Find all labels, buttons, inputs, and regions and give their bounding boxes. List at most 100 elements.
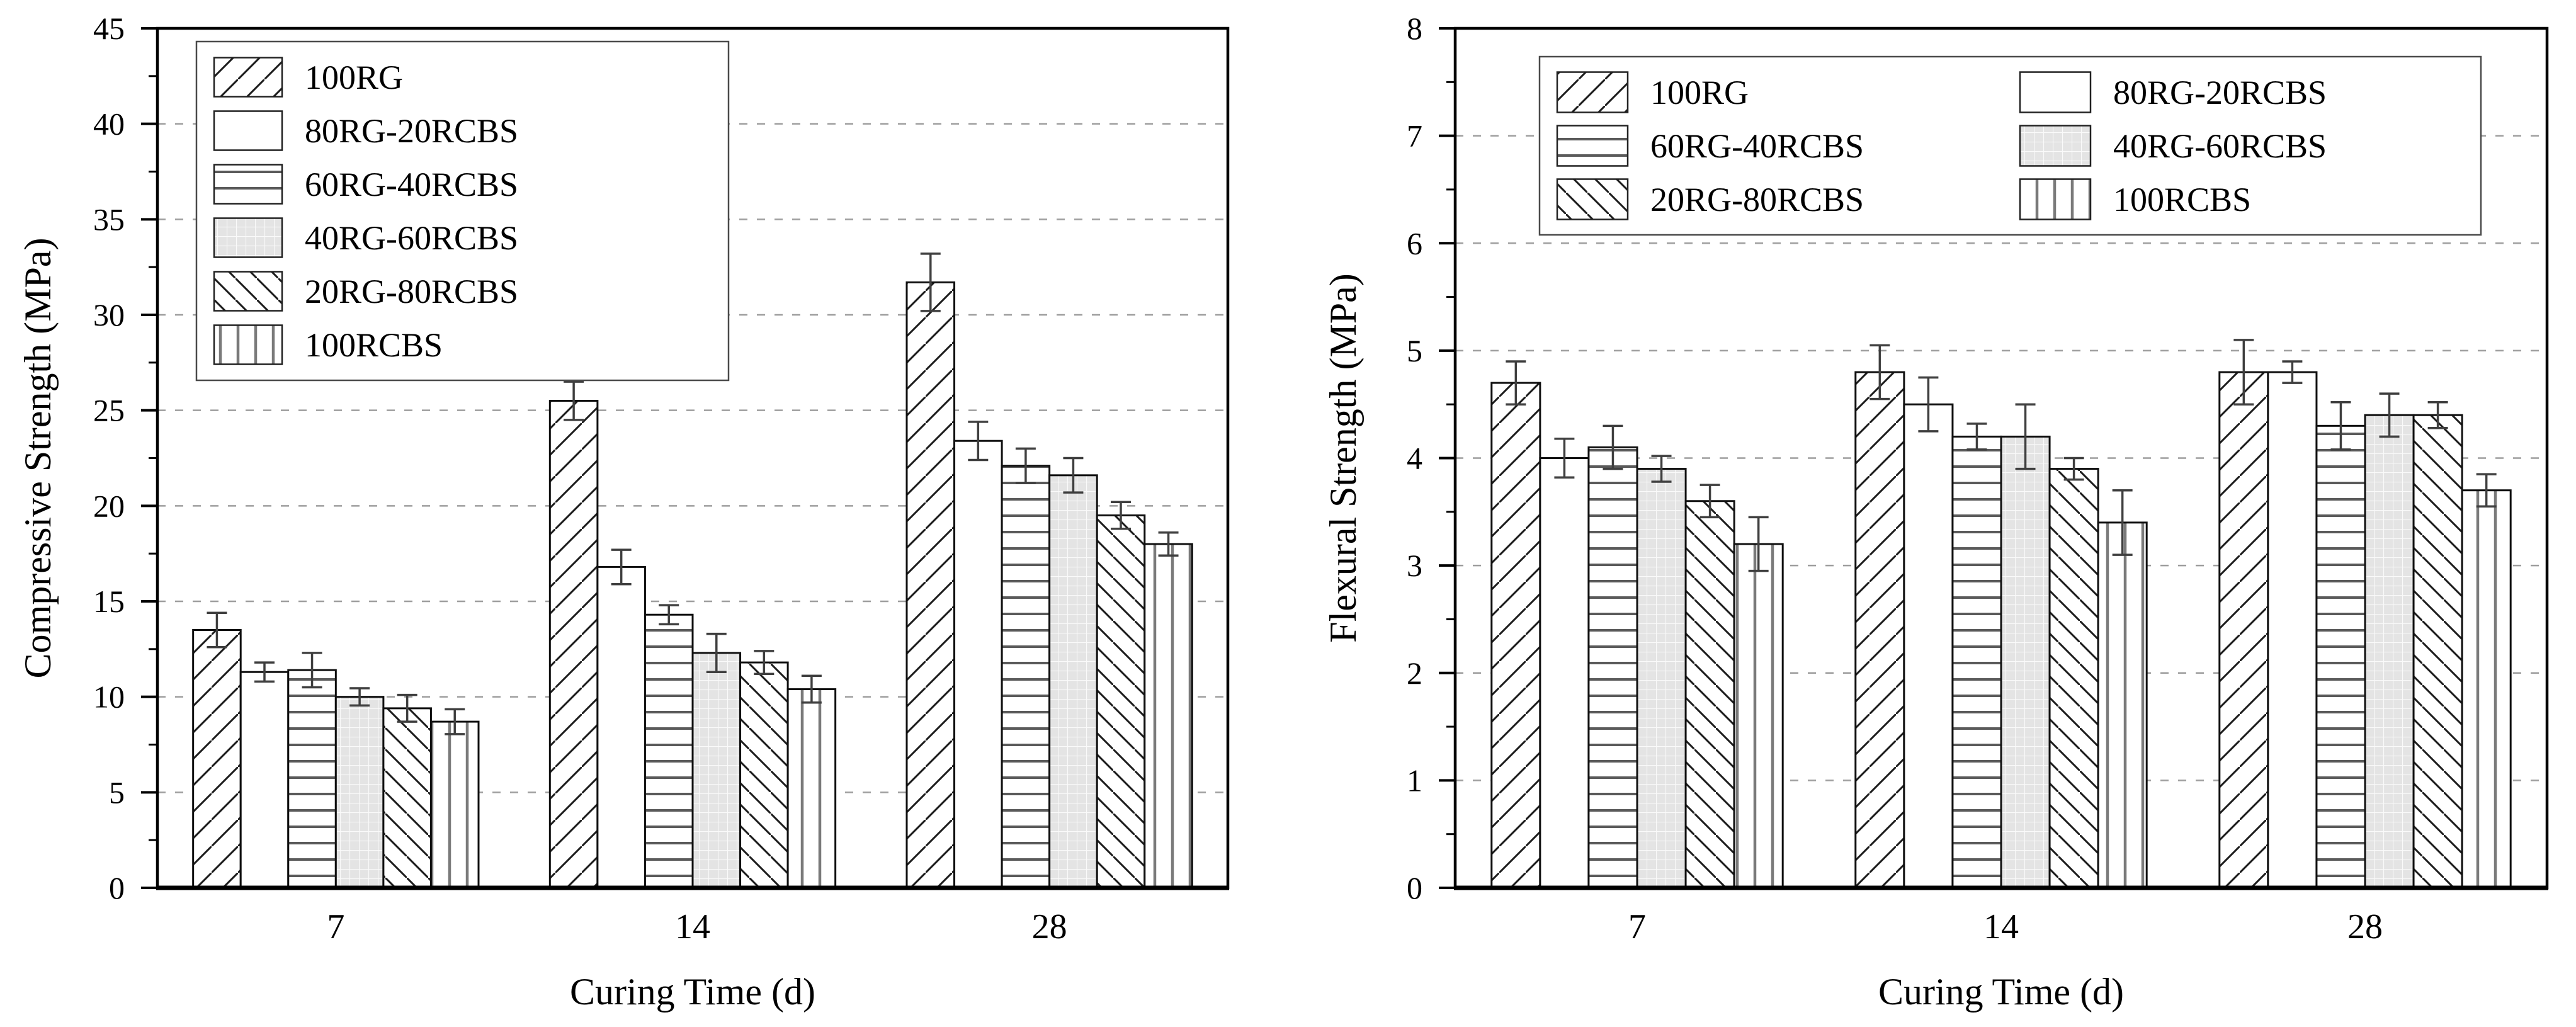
legend-label: 40RG-60RCBS — [305, 219, 518, 257]
legend-label: 60RG-40RCBS — [1650, 127, 1864, 165]
x-tick-label: 7 — [1628, 907, 1646, 946]
error-bar — [1748, 516, 1769, 572]
y-tick-label: 8 — [1407, 11, 1422, 46]
bar-80RG-20RCBS-14d — [596, 565, 646, 889]
legend-label: 20RG-80RCBS — [305, 273, 518, 310]
legend-swatch-horizontal-lines — [213, 164, 283, 205]
x-axis-title: Curing Time (d) — [570, 971, 815, 1013]
error-bar — [611, 548, 632, 586]
bar-100RG-7d — [1490, 382, 1541, 889]
x-tick-label: 28 — [1032, 907, 1067, 946]
bar-100RCBS-7d — [1733, 543, 1784, 889]
bar-80RG-20RCBS-14d — [1903, 403, 1954, 889]
bar-40RG-60RCBS-14d — [2000, 435, 2051, 889]
error-bar — [2112, 489, 2133, 556]
bar-60RG-40RCBS-28d — [1001, 465, 1051, 889]
error-bar — [1158, 531, 1179, 557]
bar-80RG-20RCBS-7d — [1539, 457, 1590, 889]
error-bar — [1699, 484, 1720, 519]
error-bar — [302, 652, 322, 689]
bar-80RG-20RCBS-7d — [239, 671, 290, 889]
bar-40RG-60RCBS-7d — [334, 696, 385, 889]
error-bar — [801, 674, 822, 704]
bar-80RG-20RCBS-28d — [953, 440, 1003, 889]
legend-box — [195, 40, 730, 382]
legend-swatch-diagonal-down-hatch — [1556, 178, 1629, 220]
error-bar — [659, 604, 679, 626]
error-bar — [397, 693, 417, 723]
legend-swatch-vertical-lines — [213, 324, 283, 365]
error-bar — [1015, 447, 1036, 484]
bar-60RG-40RCBS-7d — [1587, 446, 1638, 889]
error-bar — [2233, 339, 2254, 406]
y-tick-label: 1 — [1407, 763, 1422, 798]
y-tick-label: 5 — [1407, 333, 1422, 368]
y-tick-label: 40 — [93, 106, 125, 142]
error-bar — [1554, 438, 1575, 479]
legend-label: 100RCBS — [2113, 181, 2251, 218]
y-tick-label: 2 — [1407, 655, 1422, 691]
legend-label: 100RG — [1650, 74, 1749, 111]
error-bar — [706, 632, 727, 673]
bar-100RCBS-14d — [786, 688, 837, 889]
y-tick-label: 4 — [1407, 441, 1422, 476]
legend-swatch-diagonal-down-hatch — [213, 271, 283, 312]
error-bar — [2379, 392, 2400, 438]
bar-20RG-80RCBS-7d — [1684, 500, 1735, 889]
error-bar — [1918, 376, 1939, 433]
legend-label: 100RCBS — [305, 326, 443, 364]
bar-80RG-20RCBS-28d — [2267, 371, 2318, 889]
bar-20RG-80RCBS-28d — [2412, 414, 2463, 889]
legend-box — [1538, 55, 2482, 236]
bar-60RG-40RCBS-7d — [287, 669, 337, 889]
bar-60RG-40RCBS-28d — [2315, 424, 2366, 889]
error-bar — [2330, 401, 2351, 451]
bar-100RCBS-28d — [2461, 489, 2512, 889]
legend-item-100RCBS: 100RCBS — [213, 324, 443, 365]
y-tick-label: 45 — [93, 11, 125, 46]
x-tick-label: 14 — [675, 907, 710, 946]
legend-item-100RCBS: 100RCBS — [2019, 178, 2251, 220]
y-tick-labels: 0 5 10 15 20 25 30 35 40 45 — [93, 11, 125, 905]
y-tick-labels: 0 1 2 3 4 5 6 7 8 — [1407, 11, 1422, 905]
y-tick-label: 15 — [93, 584, 125, 619]
bar-100RG-7d — [192, 629, 242, 889]
y-tick-label: 25 — [93, 393, 125, 428]
y-axis-ticks — [141, 27, 157, 889]
error-bar — [754, 650, 775, 676]
x-axis-title: Curing Time (d) — [1878, 971, 2124, 1013]
legend-swatch-blank — [2019, 71, 2092, 113]
bar-20RG-80RCBS-7d — [382, 707, 432, 889]
y-tick-label: 0 — [109, 870, 125, 905]
error-bar — [2427, 401, 2448, 429]
y-tick-label: 6 — [1407, 225, 1422, 261]
y-axis-title: Compressive Strength (MPa) — [17, 238, 59, 679]
bar-20RG-80RCBS-14d — [2048, 468, 2099, 889]
legend-label: 60RG-40RCBS — [305, 166, 518, 203]
y-axis-title: Flexural Strength (MPa) — [1322, 273, 1364, 643]
compressive-strength-chart: 0 5 10 15 20 25 30 35 40 45 7 14 28 Curing Time (d) Co… — [17, 11, 1230, 1013]
bar-40RG-60RCBS-14d — [691, 652, 742, 889]
x-tick-label: 28 — [2347, 907, 2383, 946]
legend-swatch-horizontal-lines — [1556, 125, 1629, 167]
legend-swatch-gray-grid — [213, 217, 283, 258]
legend-label: 100RG — [305, 59, 403, 96]
error-bar — [2476, 473, 2497, 508]
plot-area — [1490, 339, 2512, 889]
error-bar — [1870, 344, 1890, 400]
legend-swatch-diagonal-up-hatch — [213, 57, 283, 98]
bar-60RG-40RCBS-14d — [644, 613, 694, 889]
y-tick-label: 10 — [93, 679, 125, 715]
flexural-strength-chart-svg: 0 1 2 3 4 5 6 7 8 7 14 28 Curing Time (d) Flexural St… — [1288, 0, 2575, 1027]
error-bar — [254, 661, 275, 683]
y-tick-label: 30 — [93, 297, 125, 332]
legend: 100RG 80RG-20RCBS 60RG-40RCBS 40RG-60RCBS 20… — [1538, 55, 2482, 236]
bar-60RG-40RCBS-14d — [1951, 435, 2002, 889]
legend-item-80RG-20RCBS: 80RG-20RCBS — [2019, 71, 2327, 113]
error-bar — [1111, 501, 1131, 530]
flexural-strength-chart: 0 1 2 3 4 5 6 7 8 7 14 28 Curing Time (d) Flexural St… — [1288, 0, 2575, 1027]
y-tick-label: 5 — [109, 775, 125, 810]
error-bar — [1603, 424, 1623, 470]
legend-label: 40RG-60RCBS — [2113, 127, 2327, 165]
